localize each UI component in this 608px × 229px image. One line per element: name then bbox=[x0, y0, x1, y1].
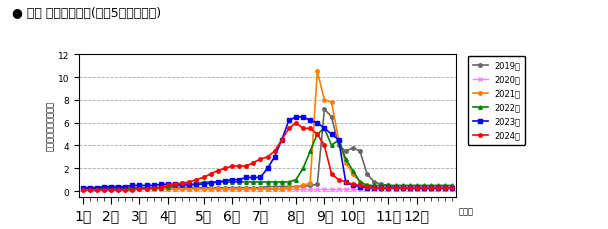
2021年 bbox=[449, 188, 456, 190]
2019年 bbox=[449, 186, 456, 189]
Y-axis label: 定点当たり患者報告数: 定点当たり患者報告数 bbox=[46, 101, 55, 151]
2023年 bbox=[292, 116, 300, 119]
2019年 bbox=[299, 185, 306, 188]
2021年 bbox=[314, 71, 321, 73]
Line: 2020年: 2020年 bbox=[81, 188, 454, 191]
2020年 bbox=[299, 188, 306, 191]
2022年 bbox=[321, 127, 328, 130]
2024年 bbox=[79, 189, 86, 191]
2019年 bbox=[321, 108, 328, 111]
2023年 bbox=[413, 186, 421, 189]
Line: 2024年: 2024年 bbox=[81, 121, 454, 192]
2022年 bbox=[79, 188, 86, 190]
2020年 bbox=[449, 188, 456, 191]
2022年 bbox=[314, 133, 321, 136]
2023年 bbox=[306, 120, 314, 122]
2024年 bbox=[179, 182, 186, 185]
2020年 bbox=[406, 188, 413, 191]
Line: 2022年: 2022年 bbox=[81, 127, 454, 191]
2020年 bbox=[79, 188, 86, 191]
Text: （週）: （週） bbox=[459, 206, 474, 215]
2023年 bbox=[449, 186, 456, 189]
2019年 bbox=[370, 181, 378, 184]
2020年 bbox=[179, 188, 186, 191]
2024年 bbox=[292, 122, 300, 125]
2020年 bbox=[292, 188, 300, 191]
2019年 bbox=[314, 183, 321, 186]
Line: 2019年: 2019年 bbox=[81, 108, 454, 190]
2023年 bbox=[370, 186, 378, 189]
2021年 bbox=[299, 184, 306, 187]
2019年 bbox=[292, 185, 300, 188]
2024年 bbox=[321, 144, 328, 147]
2022年 bbox=[299, 167, 306, 170]
2024年 bbox=[306, 127, 314, 130]
2021年 bbox=[321, 99, 328, 102]
Text: ● 県内 週別発生動向(過去5年との比較): ● 県内 週別発生動向(過去5年との比較) bbox=[12, 7, 161, 20]
2021年 bbox=[413, 188, 421, 190]
2019年 bbox=[179, 186, 186, 189]
2024年 bbox=[299, 127, 306, 130]
2024年 bbox=[413, 186, 421, 189]
Line: 2023年: 2023年 bbox=[81, 116, 454, 190]
2021年 bbox=[292, 185, 300, 188]
2019年 bbox=[79, 186, 86, 189]
2022年 bbox=[413, 184, 421, 187]
2019年 bbox=[413, 186, 421, 189]
2024年 bbox=[449, 186, 456, 189]
2022年 bbox=[179, 184, 186, 187]
Line: 2021年: 2021年 bbox=[81, 70, 454, 191]
2022年 bbox=[370, 184, 378, 187]
2021年 bbox=[370, 186, 378, 189]
2023年 bbox=[299, 116, 306, 119]
2023年 bbox=[79, 186, 86, 189]
Legend: 2019年, 2020年, 2021年, 2022年, 2023年, 2024年: 2019年, 2020年, 2021年, 2022年, 2023年, 2024年 bbox=[468, 56, 525, 145]
2021年 bbox=[179, 188, 186, 190]
2022年 bbox=[292, 179, 300, 181]
2023年 bbox=[179, 183, 186, 186]
2020年 bbox=[364, 188, 371, 191]
2020年 bbox=[314, 188, 321, 191]
2021年 bbox=[79, 188, 86, 190]
2023年 bbox=[321, 127, 328, 130]
2024年 bbox=[370, 186, 378, 189]
2022年 bbox=[449, 184, 456, 187]
